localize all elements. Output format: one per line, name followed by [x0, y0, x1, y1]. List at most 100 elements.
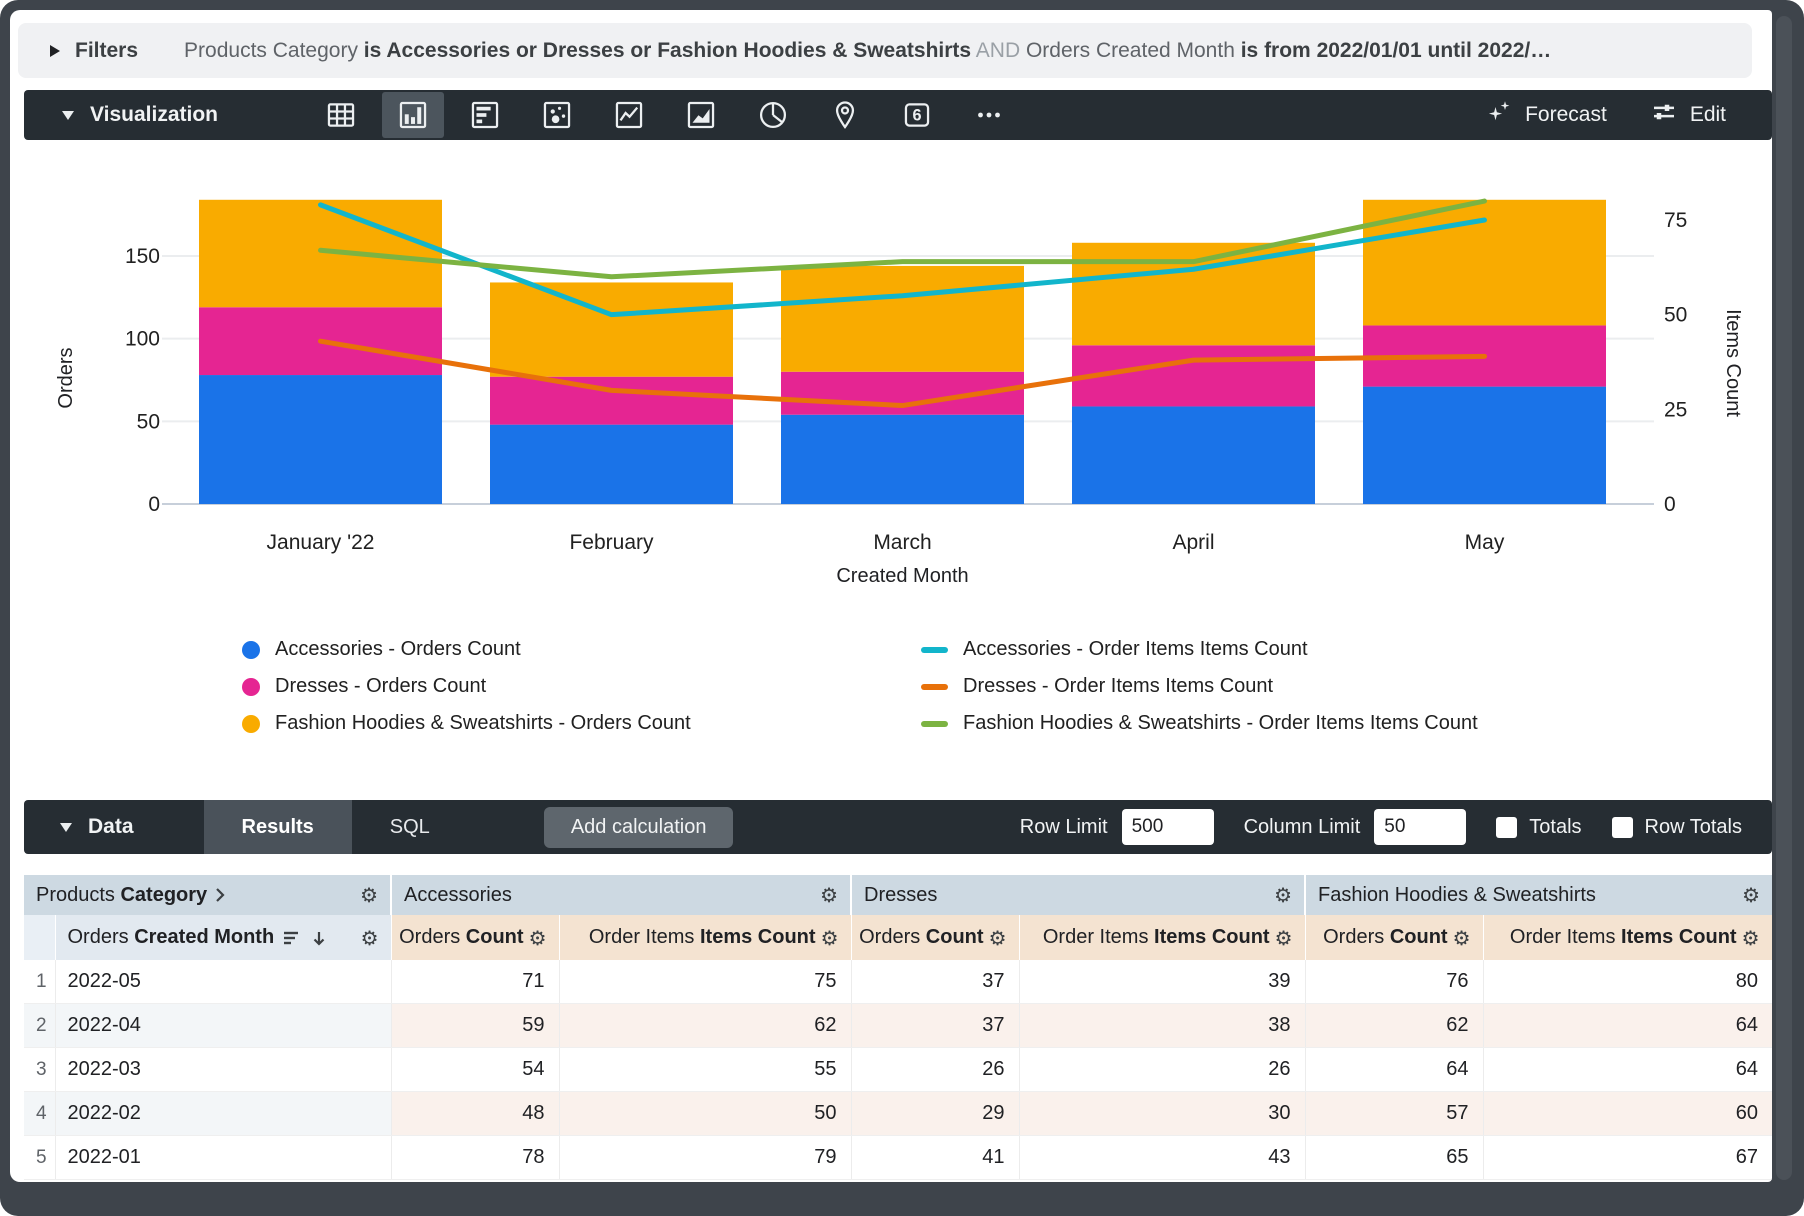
dimension-cell[interactable]: 2022-01 — [55, 1135, 392, 1180]
measure-header[interactable]: Order Items Items Count ⚙ — [559, 915, 852, 960]
gear-icon[interactable]: ⚙ — [360, 883, 378, 907]
gear-icon[interactable]: ⚙ — [1274, 925, 1293, 950]
legend-item[interactable]: Accessories - Order Items Items Count — [921, 638, 1478, 661]
legend-item[interactable]: Accessories - Orders Count — [242, 638, 691, 661]
legend-item[interactable]: Dresses - Order Items Items Count — [921, 675, 1478, 698]
pivot-group-header[interactable]: Accessories ⚙ — [391, 875, 852, 915]
tab-sql[interactable]: SQL — [389, 815, 430, 838]
bar-segment[interactable] — [490, 376, 733, 425]
gear-icon[interactable]: ⚙ — [1741, 925, 1760, 950]
measure-cell[interactable]: 37 — [851, 960, 1020, 1004]
forecast-button[interactable]: Forecast — [1484, 97, 1607, 133]
bar-segment[interactable] — [199, 375, 442, 504]
viz-type-bar-chart-icon[interactable] — [454, 92, 516, 138]
legend-item[interactable]: Fashion Hoodies & Sweatshirts - Orders C… — [242, 712, 691, 735]
measure-cell[interactable]: 65 — [1305, 1135, 1484, 1180]
dimension-group-header[interactable]: Products Category ⚙ — [24, 875, 392, 915]
bar-segment[interactable] — [1072, 242, 1315, 346]
viz-type-single-value-icon[interactable]: 6 — [886, 92, 948, 138]
measure-cell[interactable]: 50 — [559, 1091, 852, 1136]
legend-item[interactable]: Dresses - Orders Count — [242, 675, 691, 698]
measure-cell[interactable]: 57 — [1305, 1091, 1484, 1136]
row-limit-input[interactable] — [1121, 809, 1214, 845]
add-calculation-button[interactable]: Add calculation — [543, 806, 734, 848]
gear-icon[interactable]: ⚙ — [360, 925, 379, 950]
dimension-cell[interactable]: 2022-03 — [55, 1047, 392, 1092]
viz-type-column-chart-icon[interactable] — [381, 92, 444, 138]
measure-header[interactable]: Order Items Items Count ⚙ — [1019, 915, 1306, 960]
measure-cell[interactable]: 79 — [559, 1135, 852, 1180]
measure-cell[interactable]: 76 — [1305, 960, 1484, 1004]
gear-icon[interactable]: ⚙ — [528, 925, 547, 950]
measure-cell[interactable]: 64 — [1483, 1047, 1772, 1092]
bar-segment[interactable] — [1072, 345, 1315, 407]
gear-icon[interactable]: ⚙ — [820, 883, 838, 907]
bar-segment[interactable] — [490, 282, 733, 377]
viz-type-table-chart-icon[interactable] — [310, 92, 372, 138]
bar-segment[interactable] — [1072, 406, 1315, 504]
bar-segment[interactable] — [1363, 386, 1606, 504]
measure-cell[interactable]: 80 — [1483, 960, 1772, 1004]
collapse-data-icon[interactable] — [60, 822, 72, 832]
viz-type-pie-chart-icon[interactable] — [742, 92, 804, 138]
measure-cell[interactable]: 43 — [1019, 1135, 1306, 1180]
collapse-visualization-icon[interactable] — [62, 110, 74, 120]
measure-cell[interactable]: 59 — [391, 1003, 560, 1048]
measure-cell[interactable]: 54 — [391, 1047, 560, 1092]
measure-cell[interactable]: 71 — [391, 960, 560, 1004]
measure-cell[interactable]: 37 — [851, 1003, 1020, 1048]
gear-icon[interactable]: ⚙ — [988, 925, 1007, 950]
subtotal-icon[interactable] — [282, 929, 302, 947]
measure-cell[interactable]: 62 — [559, 1003, 852, 1048]
tab-results[interactable]: Results — [203, 800, 352, 854]
line-series[interactable] — [318, 198, 1487, 280]
gear-icon[interactable]: ⚙ — [1274, 883, 1293, 907]
viz-type-area-chart-icon[interactable] — [670, 92, 732, 138]
bar-segment[interactable] — [781, 414, 1024, 504]
pivot-group-header[interactable]: Fashion Hoodies & Sweatshirts ⚙ — [1305, 875, 1772, 915]
chevron-right-icon[interactable] — [215, 887, 226, 903]
measure-cell[interactable]: 39 — [1019, 960, 1306, 1004]
measure-header[interactable]: Orders Count ⚙ — [851, 915, 1020, 960]
viz-type-map-chart-icon[interactable] — [814, 92, 876, 138]
measure-cell[interactable]: 26 — [851, 1047, 1020, 1092]
scrollbar[interactable] — [1776, 16, 1792, 1180]
measure-cell[interactable]: 62 — [1305, 1003, 1484, 1048]
measure-header[interactable]: Order Items Items Count ⚙ — [1483, 915, 1772, 960]
measure-cell[interactable]: 67 — [1483, 1135, 1772, 1180]
bar-segment[interactable] — [781, 265, 1024, 372]
measure-cell[interactable]: 26 — [1019, 1047, 1306, 1092]
row-totals-checkbox[interactable] — [1611, 816, 1633, 838]
edit-button[interactable]: Edit — [1649, 97, 1726, 133]
pivot-group-header[interactable]: Dresses ⚙ — [851, 875, 1307, 915]
bar-segment[interactable] — [199, 199, 442, 308]
gear-icon[interactable]: ⚙ — [820, 925, 839, 950]
gear-icon[interactable]: ⚙ — [1452, 925, 1471, 950]
measure-cell[interactable]: 64 — [1483, 1003, 1772, 1048]
viz-type-line-chart-icon[interactable] — [598, 92, 660, 138]
measure-cell[interactable]: 29 — [851, 1091, 1020, 1136]
line-series[interactable] — [318, 338, 1487, 409]
viz-type-scatter-chart-icon[interactable] — [526, 92, 588, 138]
measure-cell[interactable]: 55 — [559, 1047, 852, 1092]
measure-cell[interactable]: 48 — [391, 1091, 560, 1136]
dimension-cell[interactable]: 2022-04 — [55, 1003, 392, 1048]
totals-checkbox[interactable] — [1496, 816, 1518, 838]
legend-item[interactable]: Fashion Hoodies & Sweatshirts - Order It… — [921, 712, 1478, 735]
measure-cell[interactable]: 60 — [1483, 1091, 1772, 1136]
measure-cell[interactable]: 75 — [559, 960, 852, 1004]
gear-icon[interactable]: ⚙ — [1742, 883, 1761, 907]
measure-cell[interactable]: 64 — [1305, 1047, 1484, 1092]
measure-header[interactable]: Orders Count ⚙ — [391, 915, 560, 960]
line-series[interactable] — [318, 202, 1487, 318]
column-limit-input[interactable] — [1374, 809, 1467, 845]
measure-header[interactable]: Orders Count ⚙ — [1305, 915, 1484, 960]
dimension-header[interactable]: Orders Created Month ⚙ — [55, 915, 392, 960]
dimension-cell[interactable]: 2022-05 — [55, 960, 392, 1004]
measure-cell[interactable]: 38 — [1019, 1003, 1306, 1048]
filters-bar[interactable]: Filters Products Category is Accessories… — [18, 23, 1752, 78]
viz-type-more-icon[interactable] — [958, 92, 1020, 138]
measure-cell[interactable]: 41 — [851, 1135, 1020, 1180]
bar-segment[interactable] — [490, 424, 733, 504]
measure-cell[interactable]: 78 — [391, 1135, 560, 1180]
